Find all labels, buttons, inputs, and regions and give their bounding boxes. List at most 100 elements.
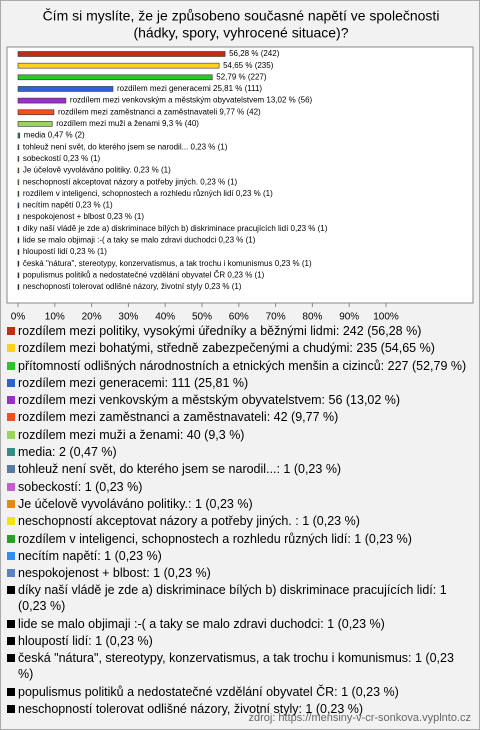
legend-swatch <box>7 465 15 474</box>
legend-label: neschopností tolerovat odlišné názory, ž… <box>18 701 364 716</box>
x-tick-label: 100% <box>373 312 399 321</box>
bar <box>17 109 55 116</box>
bar <box>17 284 20 290</box>
bar <box>17 249 20 255</box>
value-label: populismus politiků a nedostatečné vzděl… <box>23 270 265 279</box>
legend-swatch <box>7 378 15 387</box>
legend-item: lide se malo objimaji :-( a taky se malo… <box>7 616 469 632</box>
legend-item: tohleuž není svět, do kterého jsem se na… <box>7 461 469 477</box>
legend-label: rozdílem mezi politiky, vysokými úředník… <box>18 324 422 338</box>
bar <box>17 121 53 127</box>
legend-item: hloupostí lidí: 1 (0,23 %) <box>7 633 469 649</box>
value-label: media 0,47 % (2) <box>24 131 85 140</box>
bar <box>17 202 20 209</box>
chart: Čím si myslíte, že je způsobeno současné… <box>6 8 474 323</box>
legend-swatch <box>7 448 15 457</box>
x-tick-label: 50% <box>192 312 212 321</box>
legend-item: populismus politiků a nedostatečné vzděl… <box>7 684 469 700</box>
legend-label: rozdílem v inteligenci, schopnostech a r… <box>18 531 412 546</box>
value-label: rozdílem v inteligenci, schopnostech a r… <box>23 189 273 198</box>
legend-label: necítím napětí: 1 (0,23 %) <box>18 548 162 563</box>
legend-item: neschopností tolerovat odlišné názory, ž… <box>7 701 469 717</box>
legend-item: media: 2 (0,47 %) <box>7 444 469 460</box>
legend-item: rozdílem mezi muži a ženami: 40 (9,3 %) <box>7 427 469 443</box>
legend-label: rozdílem mezi venkovským a městským obyv… <box>18 393 401 408</box>
legend-swatch <box>7 482 15 491</box>
x-tick-label: 70% <box>266 312 286 321</box>
chart-title: (hádky, spory, vyhrocené situace)? <box>133 25 348 41</box>
legend-swatch <box>7 687 15 696</box>
legend-item: rozdílem mezi venkovským a městským obyv… <box>7 392 469 408</box>
legend-label: rozdílem mezi generacemi: 111 (25,81 %) <box>18 375 249 390</box>
legend-swatch <box>7 534 15 543</box>
legend-item: rozdílem v inteligenci, schopnostech a r… <box>7 531 469 547</box>
x-tick-label: 80% <box>302 312 322 321</box>
value-label: nespokojenost + blbost 0,23 % (1) <box>23 212 145 221</box>
legend-swatch <box>7 551 15 560</box>
bar <box>17 62 220 69</box>
legend-label: hloupostí lidí: 1 (0,23 %) <box>18 634 153 649</box>
bar <box>17 225 20 232</box>
legend-label: neschopností akceptovat názory a potřeby… <box>18 514 360 529</box>
legend-swatch <box>7 619 15 628</box>
x-tick-label: 40% <box>155 312 175 321</box>
bar <box>17 214 20 220</box>
value-label: tohleuž není svět, do kterého jsem se na… <box>23 142 228 151</box>
legend-item: necítím napětí: 1 (0,23 %) <box>7 548 469 564</box>
legend-label: česká "nátura", stereotypy, konzervatism… <box>18 651 454 682</box>
value-label: lide se malo objimaji :-( a taky se malo… <box>23 236 256 245</box>
legend-label: tohleuž není svět, do kterého jsem se na… <box>18 462 342 477</box>
x-tick-label: 60% <box>229 312 249 321</box>
value-label: 56,28 % (242) <box>229 49 280 58</box>
legend-swatch <box>7 361 15 370</box>
chart-title: Čím si myslíte, že je způsobeno současné… <box>43 8 440 24</box>
legend-label: lide se malo objimaji :-( a taky se malo… <box>18 616 385 631</box>
legend-label: Je účelově vyvoláváno politiky.: 1 (0,23… <box>18 496 253 511</box>
bar <box>17 179 20 185</box>
value-label: sobeckostí 0,23 % (1) <box>23 154 101 163</box>
legend-swatch <box>7 704 15 713</box>
legend-swatch <box>7 327 15 335</box>
x-tick-label: 0% <box>11 312 26 321</box>
legend-swatch <box>7 344 15 353</box>
value-label: necítím napětí 0,23 % (1) <box>23 201 113 210</box>
bar <box>17 86 114 92</box>
x-tick-label: 10% <box>45 312 65 321</box>
value-label: rozdílem mezi muži a ženami 9,3 % (40) <box>56 119 199 128</box>
value-label: česká "nátura", stereotypy, konzervatism… <box>23 259 312 268</box>
x-tick-label: 20% <box>82 312 102 321</box>
legend-item: Je účelově vyvoláváno politiky.: 1 (0,23… <box>7 496 469 512</box>
value-label: rozdílem mezi venkovským a městským obyv… <box>70 96 313 105</box>
legend-item: neschopností akceptovat názory a potřeby… <box>7 513 469 529</box>
legend-label: rozdílem mezi muži a ženami: 40 (9,3 %) <box>18 427 245 442</box>
legend-item: česká "nátura", stereotypy, konzervatism… <box>7 650 469 682</box>
bar <box>17 167 20 174</box>
bar <box>17 97 67 104</box>
value-label: 52,79 % (227) <box>216 72 267 81</box>
bar <box>17 51 226 57</box>
legend-label: rozdílem mezi bohatými, středně zabezpeč… <box>18 341 435 356</box>
value-label: hloupostí lidí 0,23 % (1) <box>23 247 107 256</box>
value-label: neschopností akceptovat názory a potřeby… <box>23 177 238 186</box>
value-label: rozdílem mezi generacemi 25,81 % (111) <box>117 84 262 93</box>
legend-item: rozdílem mezi zaměstnanci a zaměstnavate… <box>7 409 469 425</box>
legend-label: rozdílem mezi zaměstnanci a zaměstnavate… <box>18 410 339 425</box>
legend-item: rozdílem mezi bohatými, středně zabezpeč… <box>7 340 469 356</box>
legend-swatch <box>7 396 15 405</box>
value-label: 54,65 % (235) <box>223 61 274 70</box>
legend-item: přítomností odlišných národnostních a et… <box>7 358 469 374</box>
legend-label: media: 2 (0,47 %) <box>18 445 117 460</box>
legend-swatch <box>7 413 15 422</box>
bar <box>17 144 20 150</box>
source: zdroj: https://mensiny-v-cr-sonkova.vypl… <box>248 712 471 724</box>
legend-swatch <box>7 637 15 646</box>
legend-label: nespokojenost + blbost: 1 (0,23 %) <box>18 566 211 581</box>
legend-item: díky naší vládě je zde a) diskriminace b… <box>7 582 469 614</box>
legend-label: populismus politiků a nedostatečné vzděl… <box>18 684 399 699</box>
legend-label: sobeckostí: 1 (0,23 %) <box>18 479 143 494</box>
x-tick-label: 30% <box>118 312 138 321</box>
bar <box>17 132 21 139</box>
bar <box>17 191 20 197</box>
legend-swatch <box>7 654 15 663</box>
